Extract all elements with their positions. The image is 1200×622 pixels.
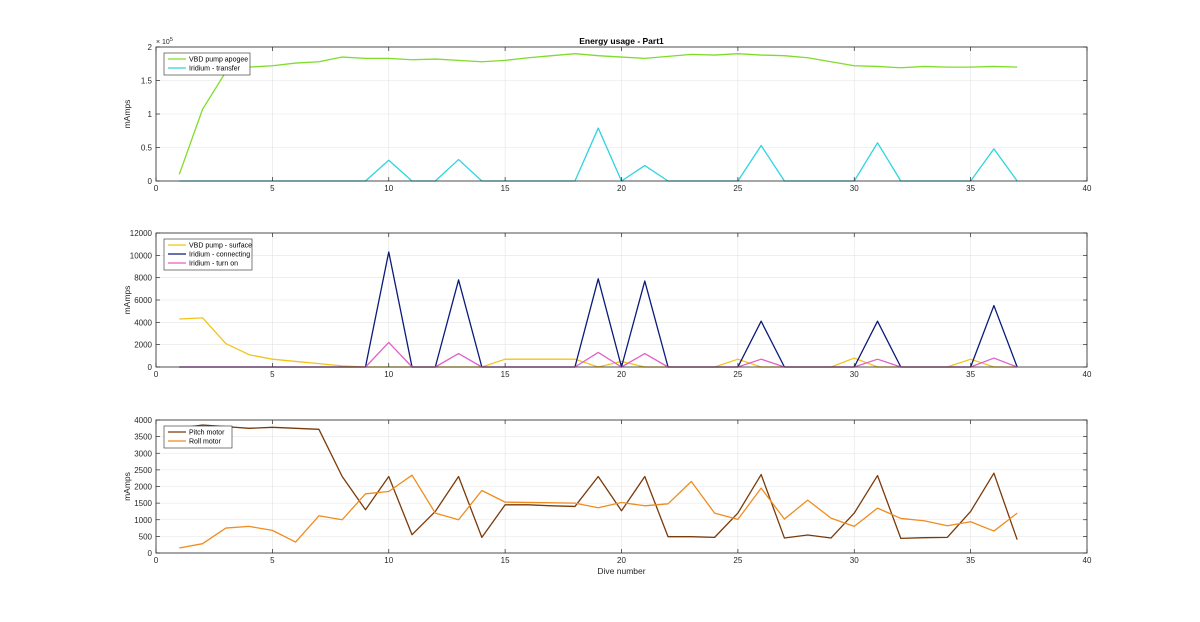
y-tick-label: 10000 — [130, 251, 153, 260]
y-tick-label: 2000 — [134, 341, 152, 350]
y-tick-label: 1000 — [134, 516, 152, 525]
x-tick-label: 40 — [1083, 184, 1092, 193]
y-tick-label: 0.5 — [141, 144, 153, 153]
chart-panel-3: 0 5 10 15 20 25 30 35 40 0 500 1000 1500 2000 2500 3000… — [122, 416, 1092, 576]
y-tick-label: 8000 — [134, 274, 152, 283]
x-tick-label: 30 — [850, 370, 859, 379]
series-line-roll-motor — [179, 474, 1018, 549]
x-tick-label: 30 — [850, 184, 859, 193]
chart-title: Energy usage - Part1 — [579, 36, 664, 46]
x-tick-label: 5 — [270, 370, 275, 379]
legend-entry: Iridium - connecting — [189, 252, 250, 259]
x-tick-label: 0 — [154, 556, 159, 565]
x-tick-label: 20 — [617, 556, 626, 565]
y-axis-label: mAmps — [122, 100, 132, 129]
x-tick-label: 35 — [966, 184, 975, 193]
x-tick-label: 35 — [966, 370, 975, 379]
legend-entry: Iridium - turn on — [189, 261, 238, 268]
x-tick-label: 25 — [733, 556, 742, 565]
y-tick-label: 2000 — [134, 483, 152, 492]
series-line-vbd-pump-apogee — [178, 53, 1018, 175]
chart-panel-2: 0 5 10 15 20 25 30 35 40 0 2000 4000 6000 8000 10000 12… — [122, 229, 1092, 379]
x-tick-label: 25 — [733, 370, 742, 379]
y-tick-label: 1 — [148, 110, 153, 119]
chart-panel-1: 0 5 10 15 20 25 30 35 40 0 0.5 1 1.5 2× 105 Energy usa… — [122, 36, 1092, 193]
y-tick-label: 0 — [148, 363, 153, 372]
y-tick-label: 1.5 — [141, 77, 153, 86]
y-tick-label: 0 — [148, 549, 153, 558]
y-axis-label: mAmps — [122, 472, 132, 501]
legend: VBD pump apogee Iridium - transfer — [163, 52, 251, 76]
x-tick-label: 20 — [617, 370, 626, 379]
y-tick-label: 12000 — [130, 229, 153, 238]
x-tick-label: 10 — [384, 370, 393, 379]
y-tick-label: 1500 — [134, 499, 152, 508]
legend-entry: Pitch motor — [189, 430, 225, 437]
y-tick-label: 6000 — [134, 296, 152, 305]
y-tick-label: 500 — [139, 532, 153, 541]
x-tick-label: 5 — [270, 556, 275, 565]
y-tick-label: 3500 — [134, 433, 152, 442]
x-tick-label: 10 — [384, 184, 393, 193]
y-tick-label: 3000 — [134, 449, 152, 458]
y-tick-label: 0 — [148, 177, 153, 186]
legend-entry: VBD pump apogee — [189, 57, 248, 64]
x-tick-label: 10 — [384, 556, 393, 565]
legend-entry: Iridium - transfer — [189, 66, 241, 73]
y-tick-label: 4000 — [134, 416, 152, 425]
y-tick-label: 2 — [148, 43, 153, 52]
x-tick-label: 15 — [501, 370, 510, 379]
x-tick-label: 15 — [501, 556, 510, 565]
legend: VBD pump - surface Iridium - connecting Ir… — [163, 238, 253, 271]
legend-entry: Roll motor — [189, 439, 222, 446]
x-tick-label: 30 — [850, 556, 859, 565]
x-tick-label: 15 — [501, 184, 510, 193]
x-tick-label: 35 — [966, 556, 975, 565]
y-axis-label: mAmps — [122, 286, 132, 315]
x-tick-label: 0 — [154, 184, 159, 193]
x-tick-label: 20 — [617, 184, 626, 193]
x-tick-label: 25 — [733, 184, 742, 193]
x-tick-label: 40 — [1083, 370, 1092, 379]
x-axis-label: Dive number — [597, 566, 645, 576]
legend-entry: VBD pump - surface — [189, 243, 252, 250]
y-tick-label: 4000 — [134, 318, 152, 327]
x-tick-label: 0 — [154, 370, 159, 379]
x-tick-label: 5 — [270, 184, 275, 193]
legend: Pitch motor Roll motor — [163, 425, 233, 449]
y-tick-label: 2500 — [134, 466, 152, 475]
x-tick-label: 40 — [1083, 556, 1092, 565]
y-exponent-label: × 105 — [156, 37, 173, 46]
series-line-pitch-motor — [179, 424, 1018, 540]
